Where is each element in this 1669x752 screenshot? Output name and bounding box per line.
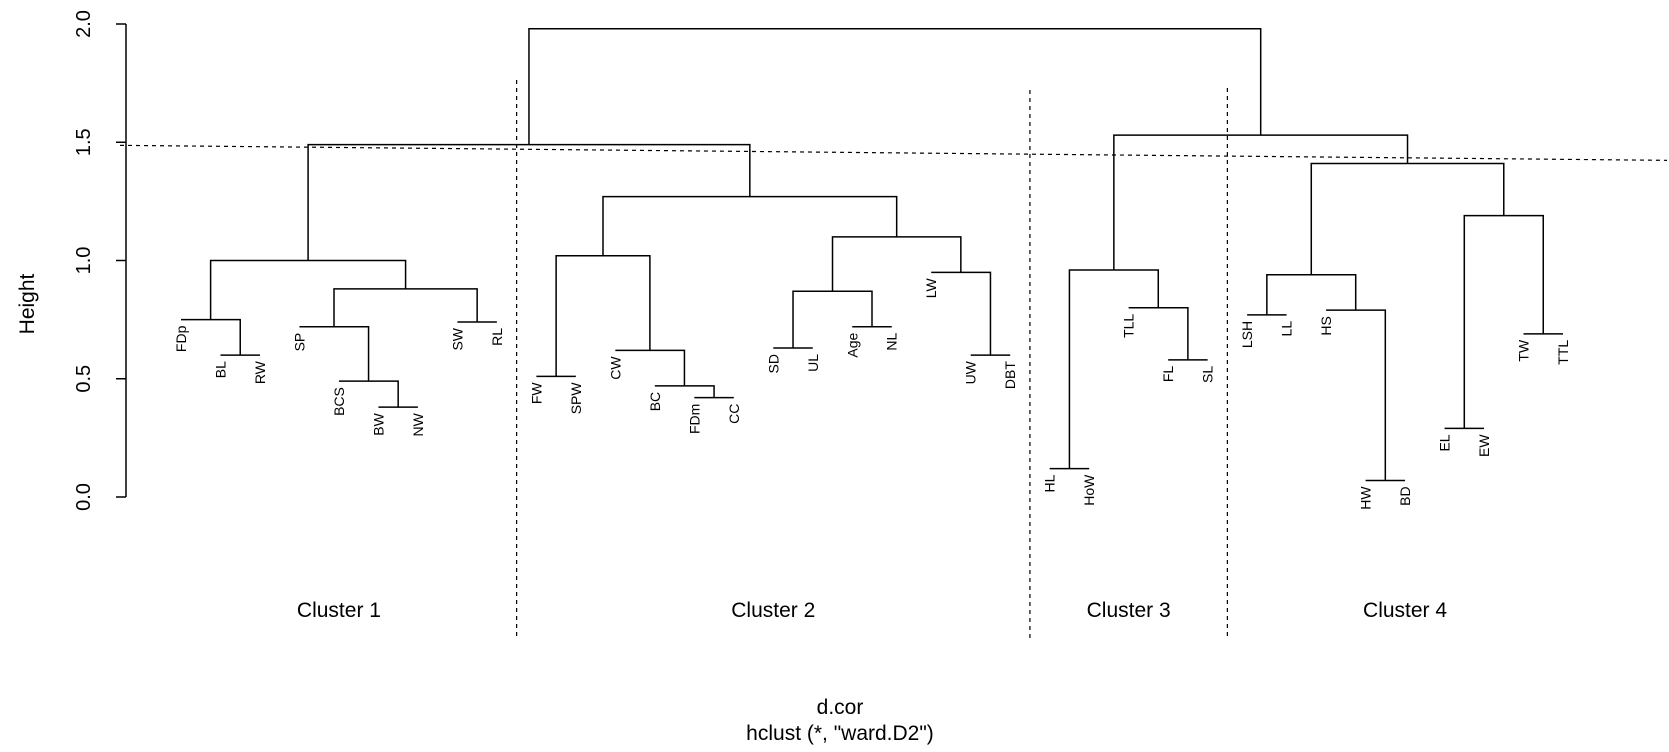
leaf-label: CC — [726, 404, 742, 424]
leaf-label: BCS — [331, 387, 347, 416]
merge-branch — [1068, 269, 1160, 469]
leaf-label: BC — [647, 392, 663, 411]
leaf-label: RW — [252, 360, 268, 384]
merge-branch — [931, 271, 992, 356]
y-tick-label: 2.0 — [73, 10, 95, 38]
leaf-label: SD — [765, 354, 781, 373]
leaf-label: TLL — [1121, 314, 1137, 338]
merge-branch — [307, 143, 751, 261]
leaf-label: CW — [607, 356, 623, 380]
cut-height-line — [119, 144, 1668, 161]
leaf-label: FDm — [686, 404, 702, 434]
merge-branch — [831, 236, 962, 292]
y-tick-label: 0.5 — [73, 365, 95, 393]
footer-dataset-label: d.cor — [817, 696, 864, 719]
leaf-label: EW — [1476, 434, 1492, 457]
merge-branch — [654, 385, 715, 398]
dendrogram-branches — [181, 27, 1563, 482]
merge-branch — [1113, 134, 1409, 270]
leaf-label: SPW — [568, 382, 584, 415]
merge-branch — [615, 349, 686, 386]
merge-branch — [1128, 307, 1189, 360]
leaf-label: BD — [1397, 486, 1413, 505]
y-axis-title: Height — [16, 273, 39, 334]
y-tick-label: 0.0 — [73, 483, 95, 511]
footer-method-label: hclust (*, "ward.D2") — [746, 722, 934, 745]
merge-branch — [299, 325, 370, 382]
leaf-label: HW — [1358, 486, 1374, 510]
leaf-label: TTL — [1555, 340, 1571, 365]
leaf-label: BL — [212, 361, 228, 378]
merge-branch — [1266, 273, 1357, 315]
merge-branch — [602, 195, 898, 256]
leaf-label: HS — [1318, 316, 1334, 335]
leaf-label: NL — [884, 333, 900, 351]
leaf-label: UW — [963, 360, 979, 384]
leaf-label: HL — [1042, 474, 1058, 492]
cluster-label: Cluster 4 — [1363, 599, 1447, 622]
cluster-cut-lines — [119, 80, 1668, 640]
y-tick-label: 1.0 — [73, 247, 95, 275]
merge-branch — [555, 255, 651, 377]
merge-branch — [209, 259, 407, 320]
leaf-label: FL — [1160, 366, 1176, 383]
leaf-label: Age — [844, 333, 860, 358]
leaf-label: LL — [1279, 321, 1295, 337]
y-axis: 0.0 0.5 1.0 1.5 2.0 — [73, 10, 127, 511]
leaf-label: RL — [489, 328, 505, 346]
cluster-label: Cluster 3 — [1087, 599, 1171, 622]
leaf-labels: FDp BL RW SP BCS BW NW SW RL FW SPW CW BC FDm CC SD UL Ag… — [173, 278, 1571, 510]
leaf-label: DBT — [1002, 361, 1018, 389]
merge-branch — [333, 288, 478, 327]
merge-branch — [1310, 162, 1505, 275]
cluster-label: Cluster 1 — [297, 599, 381, 622]
leaf-label: HoW — [1081, 474, 1097, 506]
leaf-label: FDp — [173, 325, 189, 352]
leaf-label: BW — [370, 412, 386, 435]
leaf-label: SP — [291, 333, 307, 352]
cluster-labels: Cluster 1 Cluster 2 Cluster 3 Cluster 4 — [297, 599, 1447, 622]
leaf-label: LW — [923, 278, 939, 299]
merge-branch — [528, 27, 1262, 145]
leaf-label: TW — [1516, 339, 1532, 362]
leaf-label: UL — [805, 354, 821, 372]
leaf-label: LSH — [1239, 321, 1255, 348]
leaf-label: SL — [1200, 366, 1216, 383]
merge-branch — [181, 318, 241, 356]
leaf-label: FW — [528, 382, 544, 405]
merge-branch — [1463, 214, 1545, 429]
merge-branch — [1326, 309, 1387, 481]
leaf-label: EL — [1437, 434, 1453, 451]
merge-branch — [338, 380, 399, 408]
leaf-label: NW — [410, 412, 426, 436]
cluster-label: Cluster 2 — [731, 599, 815, 622]
leaf-label: SW — [449, 327, 465, 350]
y-tick-label: 1.5 — [73, 128, 95, 156]
